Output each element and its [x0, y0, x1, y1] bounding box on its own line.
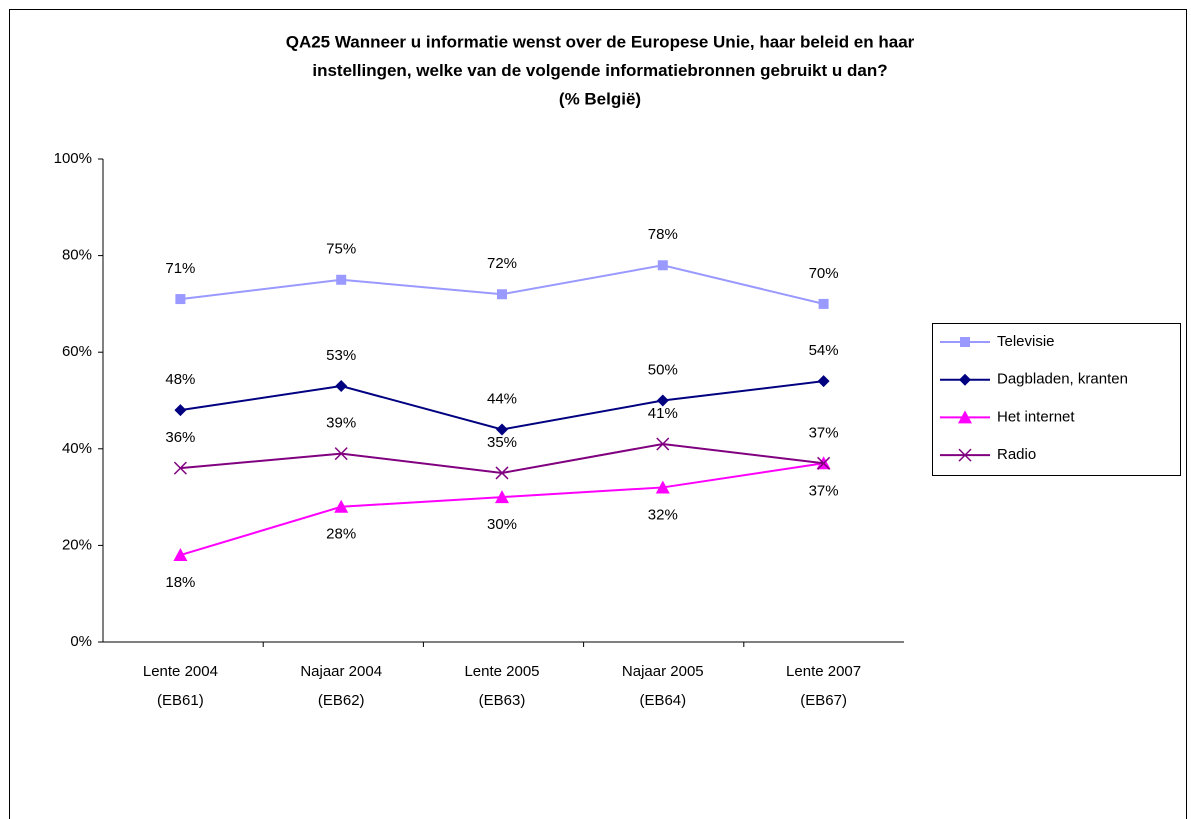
data-label: 72%	[487, 255, 517, 272]
x-tick-label: (EB67)	[800, 692, 847, 709]
marker	[657, 260, 668, 271]
data-label: 75%	[326, 241, 356, 258]
y-tick-label: 100%	[54, 150, 92, 167]
legend-label: Het internet	[997, 408, 1075, 425]
marker	[497, 289, 507, 300]
y-tick-label: 40%	[62, 440, 92, 457]
data-label: 37%	[809, 424, 839, 441]
data-label: 78%	[648, 226, 678, 243]
data-label: 39%	[326, 415, 356, 432]
data-label: 18%	[165, 574, 195, 591]
x-tick-label: Lente 2007	[786, 663, 861, 680]
legend-label: Televisie	[997, 333, 1055, 350]
marker	[818, 298, 829, 309]
chart-title: (% België)	[559, 89, 641, 108]
legend-marker	[958, 410, 972, 424]
x-tick-label: Lente 2005	[464, 663, 539, 680]
data-label: 35%	[487, 434, 517, 451]
marker	[334, 447, 348, 461]
data-label: 28%	[326, 526, 356, 543]
data-label: 37%	[809, 482, 839, 499]
data-label: 32%	[648, 506, 678, 523]
marker	[656, 437, 670, 451]
data-label: 44%	[487, 390, 517, 407]
x-tick-label: Najaar 2005	[622, 663, 704, 680]
marker	[334, 499, 349, 513]
marker	[174, 404, 187, 417]
marker	[173, 548, 188, 562]
legend-box	[932, 323, 1181, 476]
marker	[173, 461, 187, 475]
data-label: 41%	[648, 405, 678, 422]
marker	[495, 466, 509, 480]
marker	[336, 274, 347, 285]
x-tick-label: Lente 2004	[143, 663, 218, 680]
marker	[496, 423, 508, 436]
marker	[335, 380, 348, 393]
marker	[817, 456, 831, 470]
y-tick-label: 20%	[62, 536, 92, 553]
marker	[175, 294, 186, 305]
marker	[656, 394, 669, 407]
data-label: 54%	[809, 342, 839, 359]
y-tick-label: 60%	[62, 343, 92, 360]
legend-marker	[960, 337, 970, 347]
chart-title: QA25 Wanneer u informatie wenst over de …	[286, 32, 915, 51]
legend-label: Dagbladen, kranten	[997, 371, 1128, 388]
legend-marker	[959, 373, 971, 386]
legend-marker	[958, 448, 972, 462]
data-label: 71%	[165, 260, 195, 277]
marker	[817, 375, 830, 388]
data-label: 48%	[165, 371, 195, 388]
x-tick-label: (EB64)	[639, 692, 686, 709]
chart-title: instellingen, welke van de volgende info…	[312, 61, 887, 80]
x-tick-label: Najaar 2004	[300, 663, 382, 680]
x-tick-label: (EB62)	[318, 692, 365, 709]
data-label: 70%	[809, 265, 839, 282]
y-tick-label: 80%	[62, 247, 92, 264]
x-tick-label: (EB61)	[157, 692, 204, 709]
marker	[495, 490, 509, 504]
data-label: 36%	[165, 429, 195, 446]
data-label: 30%	[487, 516, 517, 533]
marker	[655, 480, 670, 494]
data-label: 50%	[648, 361, 678, 378]
data-label: 53%	[326, 347, 356, 364]
x-tick-label: (EB63)	[479, 692, 526, 709]
y-tick-label: 0%	[70, 633, 92, 650]
legend-label: Radio	[997, 446, 1036, 463]
